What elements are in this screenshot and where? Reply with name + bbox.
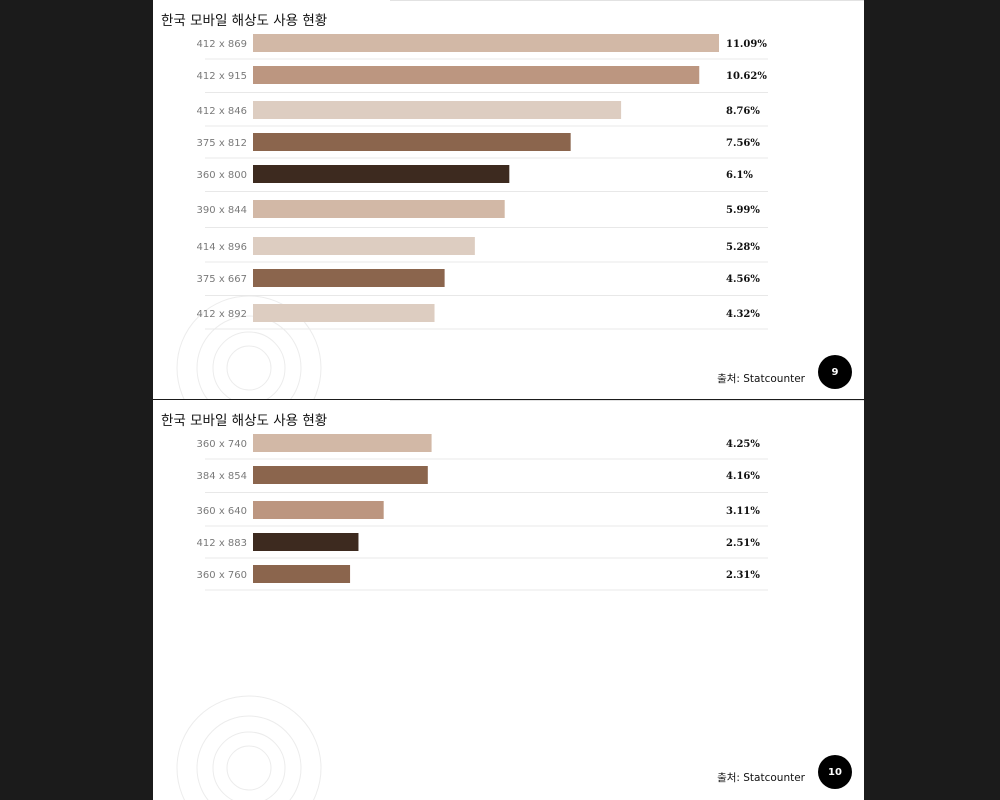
category-label: 412 x 869 bbox=[197, 39, 247, 50]
category-label: 412 x 846 bbox=[197, 106, 247, 117]
category-label: 375 x 812 bbox=[197, 138, 247, 149]
category-label: 390 x 844 bbox=[197, 205, 247, 216]
bar bbox=[253, 434, 432, 452]
data-label: 4.56% bbox=[726, 274, 760, 285]
bar bbox=[253, 101, 621, 119]
bar bbox=[253, 501, 384, 519]
data-label: 6.1% bbox=[726, 170, 753, 181]
data-label: 8.76% bbox=[726, 106, 760, 117]
resolution-bar-chart: 412 x 869 11.09% 412 x 915 10.62% 412 x 846 8… bbox=[153, 0, 864, 399]
bar bbox=[253, 165, 509, 183]
bar bbox=[253, 533, 358, 551]
category-label: 360 x 760 bbox=[197, 570, 247, 581]
category-label: 375 x 667 bbox=[197, 274, 247, 285]
data-label: 4.25% bbox=[726, 439, 760, 450]
bar bbox=[253, 34, 719, 52]
category-label: 384 x 854 bbox=[197, 471, 247, 482]
data-label: 7.56% bbox=[726, 138, 760, 149]
bar bbox=[253, 565, 350, 583]
data-label: 2.31% bbox=[726, 570, 760, 581]
data-label: 4.16% bbox=[726, 471, 760, 482]
category-label: 360 x 800 bbox=[197, 170, 247, 181]
category-label: 412 x 892 bbox=[197, 309, 247, 320]
category-label: 414 x 896 bbox=[197, 242, 247, 253]
data-label: 10.62% bbox=[726, 71, 767, 82]
data-label: 5.28% bbox=[726, 242, 760, 253]
page-number-badge: 10 bbox=[818, 755, 852, 789]
resolution-bar-chart: 360 x 740 4.25% 384 x 854 4.16% 360 x 640 3.1… bbox=[153, 400, 864, 800]
bar bbox=[253, 269, 445, 287]
slide-page-10: 한국 모바일 해상도 사용 현황 360 x 740 4.25% 384 x 854… bbox=[153, 400, 864, 800]
category-label: 360 x 740 bbox=[197, 439, 247, 450]
bar bbox=[253, 133, 571, 151]
category-label: 360 x 640 bbox=[197, 506, 247, 517]
bar bbox=[253, 466, 428, 484]
bar bbox=[253, 66, 699, 84]
bar bbox=[253, 200, 505, 218]
data-label: 3.11% bbox=[726, 506, 760, 517]
bar bbox=[253, 304, 435, 322]
data-label: 4.32% bbox=[726, 309, 760, 320]
source-label: 출처: Statcounter bbox=[717, 371, 805, 386]
slide-page-9: 한국 모바일 해상도 사용 현황 412 x 869 11.09% 412 x 91… bbox=[153, 0, 864, 399]
page-number-badge: 9 bbox=[818, 355, 852, 389]
bar bbox=[253, 237, 475, 255]
data-label: 11.09% bbox=[726, 39, 767, 50]
data-label: 5.99% bbox=[726, 205, 760, 216]
category-label: 412 x 883 bbox=[197, 538, 247, 549]
category-label: 412 x 915 bbox=[197, 71, 247, 82]
data-label: 2.51% bbox=[726, 538, 760, 549]
source-label: 출처: Statcounter bbox=[717, 770, 805, 785]
